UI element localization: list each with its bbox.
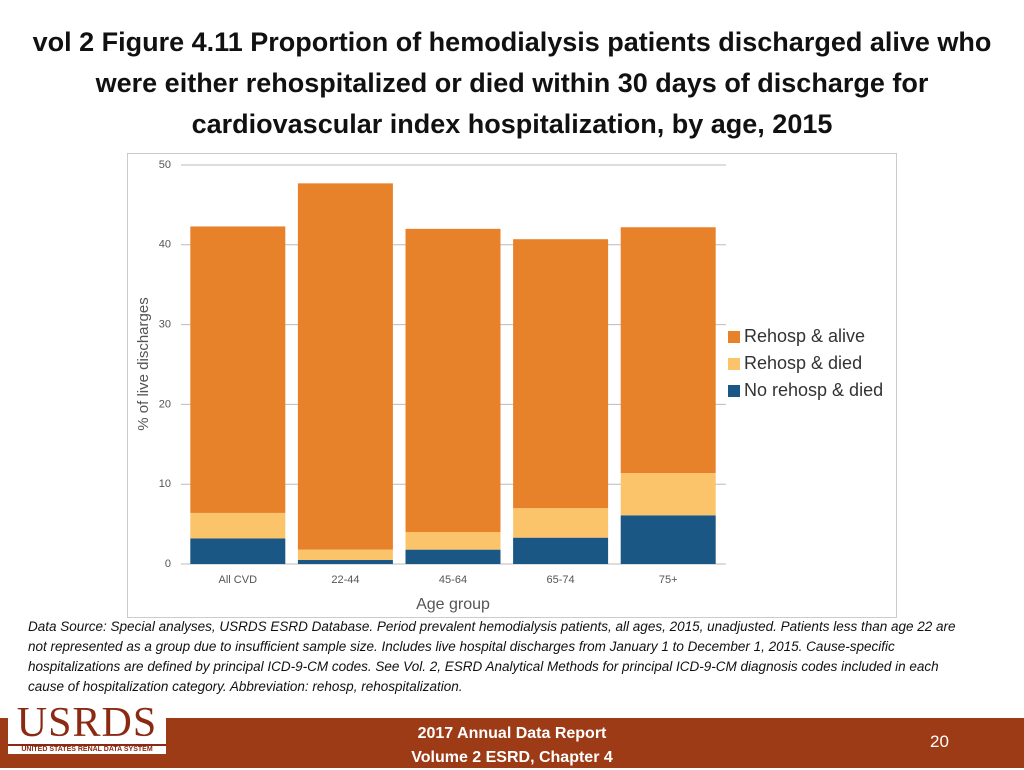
bar-segment bbox=[405, 549, 501, 564]
bar-segment bbox=[620, 515, 716, 564]
x-axis-label: Age group bbox=[416, 596, 490, 613]
y-axis-label: % of live discharges bbox=[135, 297, 152, 430]
footer-line: 2017 Annual Data Report bbox=[417, 725, 607, 742]
x-tick-label: 22-44 bbox=[331, 574, 359, 586]
bar-segment bbox=[513, 537, 609, 564]
legend-swatch bbox=[728, 358, 740, 370]
legend-label: Rehosp & died bbox=[744, 353, 862, 373]
y-tick-label: 20 bbox=[159, 398, 171, 410]
footer-text: 2017 Annual Data Report Volume 2 ESRD, C… bbox=[362, 722, 662, 770]
x-tick-label: 45-64 bbox=[439, 574, 467, 586]
y-tick-label: 50 bbox=[159, 159, 171, 171]
bar-segment bbox=[405, 228, 501, 533]
logo-text: USRDS bbox=[16, 700, 158, 746]
y-tick-label: 40 bbox=[159, 239, 171, 251]
legend-swatch bbox=[728, 331, 740, 343]
bar-segment bbox=[190, 538, 286, 564]
x-tick-label: 75+ bbox=[659, 574, 678, 586]
footer-line: Volume 2 ESRD, Chapter 4 bbox=[411, 749, 613, 766]
bar-segment bbox=[190, 226, 286, 513]
y-tick-label: 10 bbox=[159, 478, 171, 490]
y-tick-label: 0 bbox=[165, 558, 171, 570]
bar-segment bbox=[297, 183, 393, 550]
logo-subtext: UNITED STATES RENAL DATA SYSTEM bbox=[8, 744, 166, 753]
bar-segment bbox=[190, 512, 286, 539]
bar-segment bbox=[297, 560, 393, 564]
bar-segment bbox=[405, 532, 501, 550]
bar-segment bbox=[297, 549, 393, 561]
slide-title: vol 2 Figure 4.11 Proportion of hemodial… bbox=[32, 27, 992, 139]
legend-swatch bbox=[728, 385, 740, 397]
footnote: Data Source: Special analyses, USRDS ESR… bbox=[28, 619, 956, 694]
bar-segment bbox=[513, 239, 609, 509]
legend-label: No rehosp & died bbox=[744, 380, 883, 400]
legend-label: Rehosp & alive bbox=[744, 326, 865, 346]
footer-band bbox=[0, 718, 1024, 768]
x-tick-label: All CVD bbox=[219, 574, 258, 586]
bar-segment bbox=[620, 227, 716, 474]
y-tick-label: 30 bbox=[159, 319, 171, 331]
bar-segment bbox=[620, 473, 716, 516]
x-tick-label: 65-74 bbox=[547, 574, 575, 586]
page-number: 20 bbox=[930, 732, 949, 751]
chart: 0 10 20 30 40 50 All CVD 22-44 45-64 65-74 75+ Age … bbox=[127, 153, 897, 618]
bar-segment bbox=[513, 508, 609, 538]
logo: USRDS UNITED STATES RENAL DATA SYSTEM bbox=[8, 702, 166, 754]
